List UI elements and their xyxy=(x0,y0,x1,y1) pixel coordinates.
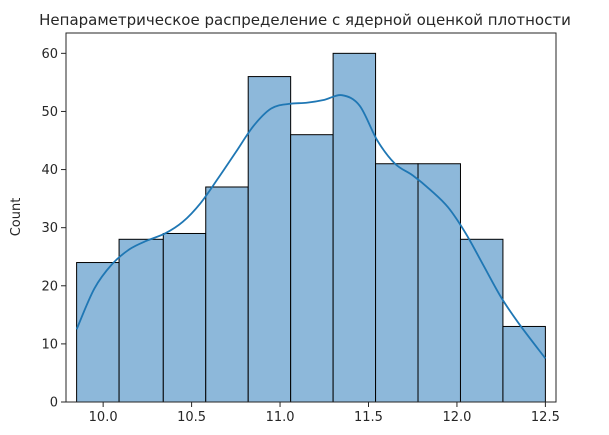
y-tick-label-4: 30 xyxy=(41,221,58,236)
histogram-bar-11 xyxy=(502,325,546,403)
y-tick-label-3: 20 xyxy=(41,279,58,294)
x-tick-label-3: 11.0 xyxy=(266,410,295,425)
histogram-bar-10 xyxy=(459,238,504,403)
y-tick-label-7: 60 xyxy=(41,47,58,62)
kde-line xyxy=(75,94,547,359)
histogram-bar-9 xyxy=(417,163,461,403)
y-tick-label-5: 40 xyxy=(41,163,58,178)
x-tick-label-4: 11.5 xyxy=(354,410,383,425)
histogram-bar-6 xyxy=(290,134,334,403)
y-tick-label-6: 50 xyxy=(41,105,58,120)
y-axis-label: Count xyxy=(9,198,24,237)
x-tick-label-2: 10.5 xyxy=(177,410,206,425)
histogram-bar-5 xyxy=(247,76,292,403)
histogram-bar-8 xyxy=(375,163,419,403)
histogram-bar-1 xyxy=(76,262,120,403)
axes-frame xyxy=(65,32,557,403)
histogram-bar-2 xyxy=(118,238,164,403)
x-tick-label-5: 12.0 xyxy=(442,410,471,425)
histogram-bar-4 xyxy=(205,186,249,403)
histogram-bar-7 xyxy=(332,52,377,403)
plot-area: 10.0 10.5 11.0 11.5 12.0 12.5 0 10 20 30 40 50 60 xyxy=(41,32,560,425)
histogram-bar-3 xyxy=(162,232,207,403)
y-tick-label-2: 10 xyxy=(41,337,58,352)
chart-title: Непараметрическое распределение с ядерно… xyxy=(39,11,571,29)
y-tick-label-1: 0 xyxy=(50,396,58,411)
x-tick-label-6: 12.5 xyxy=(531,410,560,425)
x-tick-label-1: 10.0 xyxy=(89,410,118,425)
